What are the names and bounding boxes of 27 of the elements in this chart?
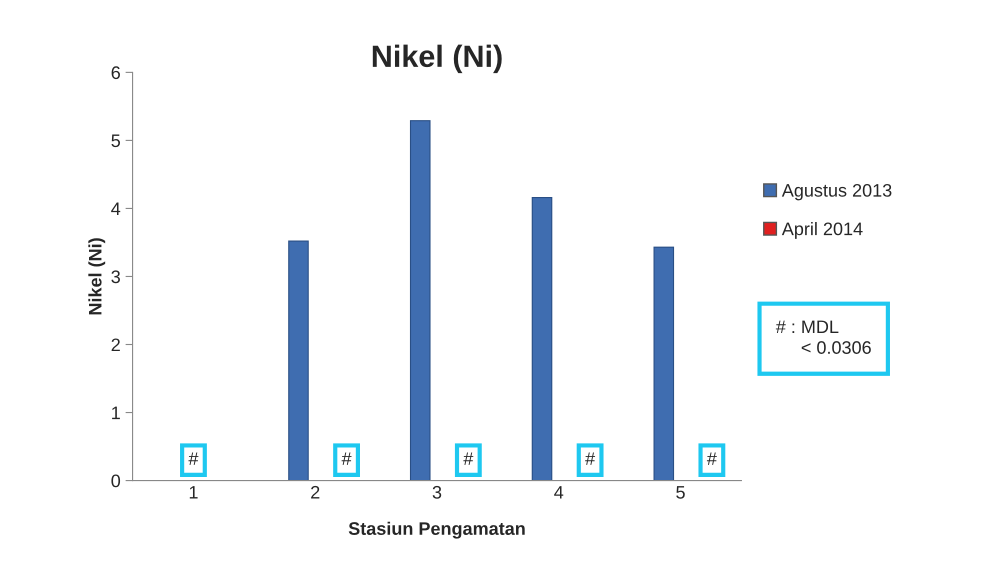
y-tick-label: 5 <box>111 134 120 148</box>
legend-label: Agustus 2013 <box>782 184 892 200</box>
bar <box>532 197 552 481</box>
text: # : MDL < 0.0306 <box>776 320 871 354</box>
annotation: # <box>342 452 352 465</box>
bar <box>653 246 674 481</box>
legend-label: April 2014 <box>782 222 863 239</box>
y-tick-label: 3 <box>111 270 120 284</box>
x-tick-label: 5 <box>676 486 685 499</box>
x-tick-label: 4 <box>554 486 564 499</box>
y-tick-label: 6 <box>112 66 120 80</box>
bar <box>288 240 309 481</box>
annotation: # <box>188 452 198 465</box>
annotation: # <box>706 452 717 465</box>
y-tick-label: 0 <box>111 474 120 488</box>
x-tick-label: 1 <box>190 486 198 499</box>
bar <box>410 120 431 481</box>
x-axis-title: Stasiun Pengamatan <box>348 522 525 539</box>
y-tick-label: 4 <box>111 202 120 215</box>
x-tick-label: 2 <box>311 486 320 499</box>
y-axis-title: Nikel (Ni) <box>88 238 106 314</box>
y-tick-label: 2 <box>112 338 120 352</box>
x-tick-label: 3 <box>432 486 442 499</box>
chart-title: Nikel (Ni) <box>372 44 502 74</box>
y-tick-label: 1 <box>112 406 120 420</box>
annotation: # <box>585 452 596 465</box>
annotation: # <box>463 452 474 465</box>
